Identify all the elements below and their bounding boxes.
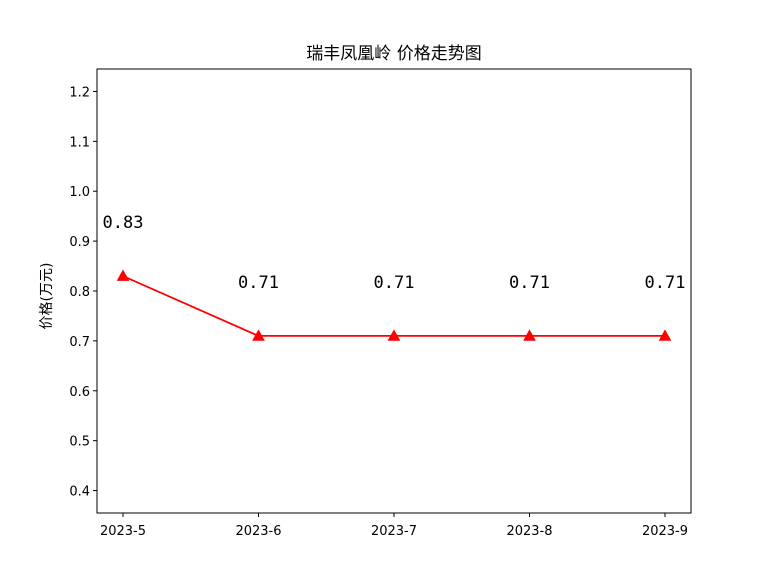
data-value-label: 0.71	[374, 273, 415, 293]
data-point-marker	[658, 329, 672, 341]
data-value-label: 0.83	[103, 213, 144, 233]
y-tick-label: 1.2	[69, 85, 90, 100]
data-value-label: 0.71	[645, 273, 686, 293]
x-tick-label: 2023-6	[235, 524, 281, 539]
y-tick-label: 0.6	[69, 385, 90, 400]
data-point-marker	[387, 329, 401, 341]
y-tick-label: 0.8	[69, 285, 90, 300]
data-point-marker	[252, 329, 265, 341]
y-tick-label: 0.5	[69, 435, 90, 450]
y-tick-label: 1.1	[69, 135, 90, 150]
x-tick-label: 2023-7	[371, 524, 417, 539]
y-tick-label: 0.4	[69, 485, 90, 500]
data-point-marker	[523, 329, 536, 341]
y-tick-label: 1.0	[69, 185, 90, 200]
x-tick-label: 2023-8	[506, 524, 552, 539]
data-value-label: 0.71	[238, 273, 279, 293]
chart-title: 瑞丰凤凰岭 价格走势图	[306, 44, 481, 64]
data-value-label: 0.71	[509, 273, 550, 293]
data-point-marker	[116, 269, 130, 281]
x-axis: 2023-5 2023-6 2023-7 2023-8 2023-9	[100, 513, 688, 539]
series-layer: 0.83 0.71 0.71 0.71 0.71	[103, 213, 686, 341]
y-tick-label: 0.9	[69, 235, 90, 250]
y-axis-label: 价格(万元)	[39, 263, 55, 330]
y-axis: 0.4 0.5 0.6 0.7 0.8 0.9 1.0 1.1 1.2	[69, 85, 97, 500]
x-tick-label: 2023-5	[100, 524, 146, 539]
x-tick-label: 2023-9	[642, 524, 688, 539]
y-tick-label: 0.7	[69, 335, 90, 350]
